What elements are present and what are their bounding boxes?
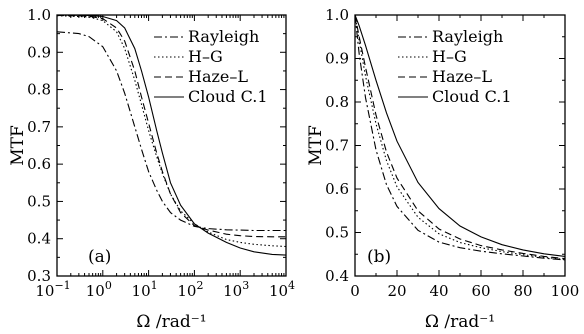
y-tick-label: 0.7	[27, 118, 51, 136]
x-tick-label: 103	[223, 279, 249, 300]
series-line-cloud-c-1	[354, 14, 566, 257]
legend-label: Haze–L	[432, 67, 492, 86]
y-tick-label: 0.3	[27, 267, 51, 285]
series-line-rayleigh	[354, 14, 566, 261]
x-tick-label: 10−1	[35, 279, 70, 300]
x-tick-label: 60	[471, 282, 490, 300]
series-line-haze-l	[354, 14, 566, 260]
y-tick-label: 0.9	[325, 50, 349, 68]
y-tick-label: 1.0	[325, 6, 349, 24]
y-tick-label: 0.9	[27, 43, 51, 61]
x-axis-title: Ω /rad⁻¹	[136, 312, 206, 332]
legend-label: Cloud C.1	[188, 87, 268, 106]
x-tick-label: 0	[350, 282, 360, 300]
x-tick-label: 102	[177, 279, 203, 300]
y-tick-label: 0.8	[325, 93, 349, 111]
y-tick-label: 0.4	[27, 230, 51, 248]
series-line-cloud-c-1	[56, 14, 287, 256]
panel-a-mtf-log-chart: 10−1 100 101 102 103 104 0.3 0.4 0.5 0.6 0.7 0.8 0.9…	[8, 6, 295, 332]
y-tick-label: 0.7	[325, 137, 349, 155]
y-tick-label: 0.5	[325, 224, 349, 242]
x-tick-label: 80	[513, 282, 532, 300]
panel-label: (b)	[367, 247, 391, 267]
x-tick-label: 40	[429, 282, 448, 300]
x-tick-label: 100	[551, 282, 580, 300]
y-axis-title: MTF	[306, 125, 326, 166]
x-tick-label: 100	[86, 279, 112, 300]
legend-label: Rayleigh	[188, 27, 259, 46]
panel-label: (a)	[88, 247, 111, 267]
series-line-h-g	[56, 15, 287, 248]
legend-label: Cloud C.1	[432, 87, 512, 106]
y-tick-label: 0.6	[27, 155, 51, 173]
x-tick-label: 104	[269, 279, 295, 300]
legend-label: H–G	[188, 47, 223, 66]
y-axis-title: MTF	[8, 125, 28, 166]
x-tick-label: 20	[387, 282, 406, 300]
x-tick-label: 101	[132, 279, 158, 300]
panel-b-mtf-linear-chart: 0 20 40 60 80 100 0.4 0.5 0.6 0.7 0.8 0.9 1.0 Ω /rad⁻…	[306, 6, 579, 332]
legend-label: Haze–L	[188, 67, 248, 86]
y-tick-label: 1.0	[27, 6, 51, 24]
x-axis-title: Ω /rad⁻¹	[425, 312, 495, 332]
series-line-h-g	[354, 14, 566, 261]
y-tick-label: 0.6	[325, 180, 349, 198]
y-tick-label: 0.4	[325, 267, 349, 285]
y-tick-label: 0.5	[27, 192, 51, 210]
series-line-rayleigh	[56, 31, 286, 232]
series-line-haze-l	[56, 14, 286, 238]
legend-label: H–G	[432, 47, 467, 66]
y-tick-label: 0.8	[27, 81, 51, 99]
legend-label: Rayleigh	[432, 27, 503, 46]
